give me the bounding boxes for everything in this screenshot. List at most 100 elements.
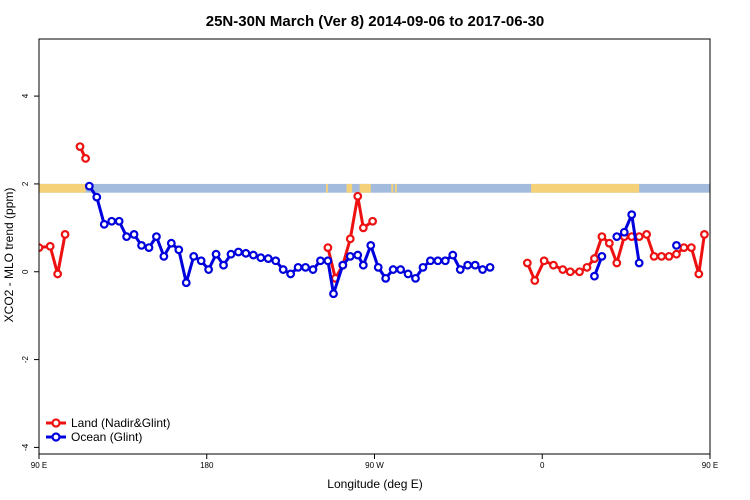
data-point	[241, 248, 251, 258]
legend-marker	[51, 432, 61, 442]
data-point	[722, 155, 729, 162]
data-point	[619, 227, 629, 237]
data-point	[181, 278, 191, 288]
y-tick-label: 4	[21, 93, 30, 98]
y-tick-label: 2	[21, 181, 30, 186]
data-point	[45, 241, 55, 251]
data-point	[679, 243, 689, 252]
data-point	[590, 271, 599, 281]
data-point	[539, 256, 549, 266]
data-point	[81, 154, 90, 163]
data-point	[549, 260, 558, 270]
data-point	[263, 254, 273, 263]
data-point	[672, 249, 681, 259]
data-point	[604, 238, 614, 248]
legend: Land (Nadir&Glint)Ocean (Glint)	[46, 416, 170, 444]
x-axis-label: Longitude (deg E)	[327, 477, 422, 491]
data-point	[286, 269, 296, 279]
data-point	[166, 238, 176, 248]
legend-label: Land (Nadir&Glint)	[71, 416, 170, 430]
data-point	[649, 251, 659, 261]
data-point	[129, 230, 139, 239]
data-point	[53, 269, 63, 279]
series-land	[39, 142, 729, 285]
data-point	[366, 241, 376, 250]
data-point	[612, 258, 622, 268]
data-point	[433, 256, 443, 266]
data-point	[716, 143, 723, 150]
data-point	[403, 269, 413, 279]
data-point	[418, 262, 428, 272]
data-point	[234, 247, 243, 257]
data-point	[634, 258, 644, 268]
data-point	[75, 142, 85, 151]
data-point	[137, 241, 146, 250]
data-point	[448, 250, 458, 260]
data-point	[530, 276, 540, 285]
plot-area	[39, 142, 740, 299]
data-point	[612, 232, 622, 242]
data-point	[657, 251, 666, 261]
data-point	[597, 232, 607, 242]
data-point	[293, 262, 303, 272]
data-point	[345, 251, 355, 261]
data-point	[590, 254, 599, 263]
land-band-segment	[39, 183, 86, 193]
data-point	[426, 256, 435, 266]
legend-label: Ocean (Glint)	[71, 430, 142, 444]
series-line	[39, 234, 67, 276]
data-point	[316, 256, 325, 266]
data-point	[575, 267, 584, 277]
x-tick-label: 90 E	[702, 461, 718, 470]
data-point	[411, 273, 420, 283]
y-tick-label: -2	[21, 355, 30, 363]
data-point	[485, 262, 495, 272]
data-point	[248, 250, 258, 260]
data-point	[329, 289, 338, 299]
data-point	[219, 260, 228, 270]
data-point	[582, 262, 592, 272]
data-point	[388, 265, 398, 274]
data-point	[196, 256, 206, 266]
chart-title: 25N-30N March (Ver 8) 2014-09-06 to 2017…	[206, 13, 545, 30]
data-point	[627, 210, 637, 220]
data-point	[159, 251, 169, 261]
y-tick-label: -4	[21, 443, 30, 451]
land-band-segment	[346, 183, 353, 193]
data-point	[358, 260, 368, 270]
data-point	[84, 181, 94, 191]
legend-marker	[51, 418, 61, 428]
data-point	[381, 273, 391, 283]
data-point	[189, 251, 199, 261]
data-point	[672, 241, 681, 250]
land-band-segment	[607, 183, 610, 193]
data-point	[597, 251, 607, 261]
x-tick-label: 90 E	[31, 461, 47, 470]
x-tick-label: 180	[200, 461, 214, 470]
data-point	[345, 234, 355, 244]
data-point	[152, 232, 161, 242]
y-tick-label: 0	[21, 269, 30, 274]
land-band-segment	[359, 183, 371, 193]
data-point	[107, 216, 117, 226]
data-point	[204, 265, 214, 274]
data-point	[522, 258, 532, 268]
data-point	[565, 267, 575, 277]
land-band-segment	[326, 183, 328, 193]
data-point	[278, 265, 288, 274]
series-ocean	[84, 181, 740, 299]
data-point	[301, 262, 310, 272]
data-point	[664, 251, 674, 261]
data-point	[174, 245, 184, 255]
data-point	[455, 265, 465, 274]
ocean-band	[39, 183, 710, 193]
data-point	[470, 260, 480, 270]
data-point	[308, 265, 318, 274]
data-point	[338, 260, 348, 270]
data-point	[353, 250, 363, 260]
axes: 90 E 180 90 W 0 90 E -4 -2 0 2 4	[21, 93, 718, 470]
data-point	[353, 191, 363, 201]
data-point	[733, 194, 740, 201]
y-axis-label: XCO2 - MLO trend (ppm)	[2, 188, 16, 323]
